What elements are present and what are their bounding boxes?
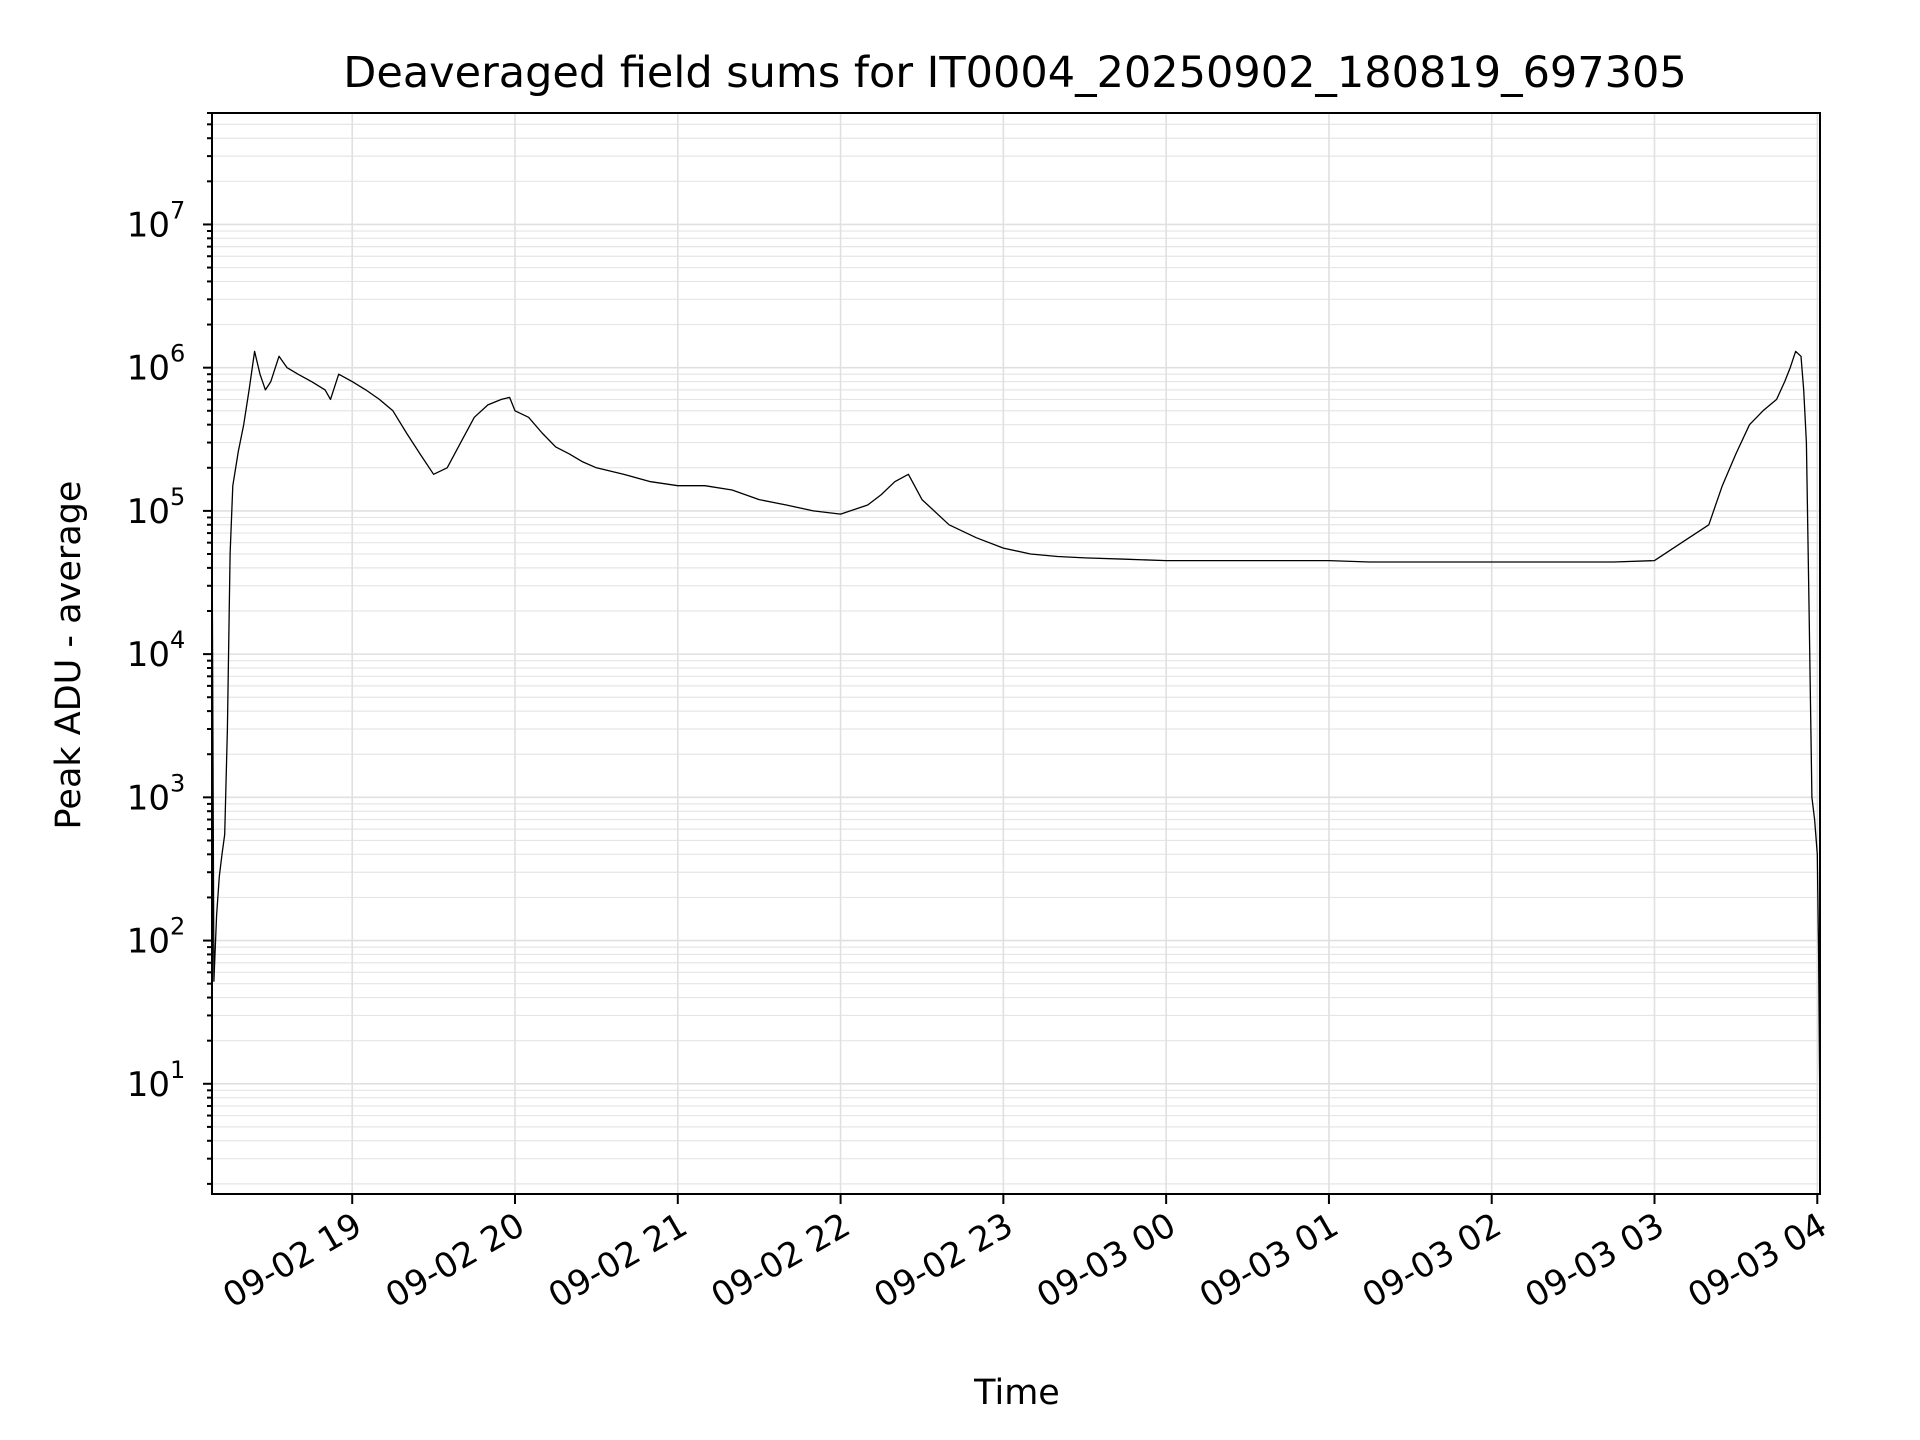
y-tick-label-exponent: 5 [170,483,185,511]
y-tick-label-exponent: 7 [170,196,185,224]
y-tick-label-exponent: 4 [170,626,185,654]
y-tick-label-exponent: 3 [170,769,185,797]
y-tick-label: 10 [127,349,170,389]
grid [212,112,1820,1194]
y-tick-label-exponent: 6 [170,340,185,368]
y-tick-label: 10 [127,922,170,962]
y-tick-label: 10 [127,205,170,245]
data-layer [211,350,1821,1127]
series-line-0 [211,350,1821,1127]
y-tick-label: 10 [127,492,170,532]
chart-title: Deaveraged field sums for IT0004_2025090… [343,48,1686,98]
y-tick-label: 10 [127,635,170,675]
y-tick-label: 10 [127,778,170,818]
y-axis-label: Peak ADU - average [49,481,89,830]
y-tick-label-exponent: 1 [170,1056,185,1084]
y-tick-label: 10 [127,1065,170,1105]
y-tick-label-exponent: 2 [170,913,185,941]
x-axis-label: Time [973,1373,1060,1413]
